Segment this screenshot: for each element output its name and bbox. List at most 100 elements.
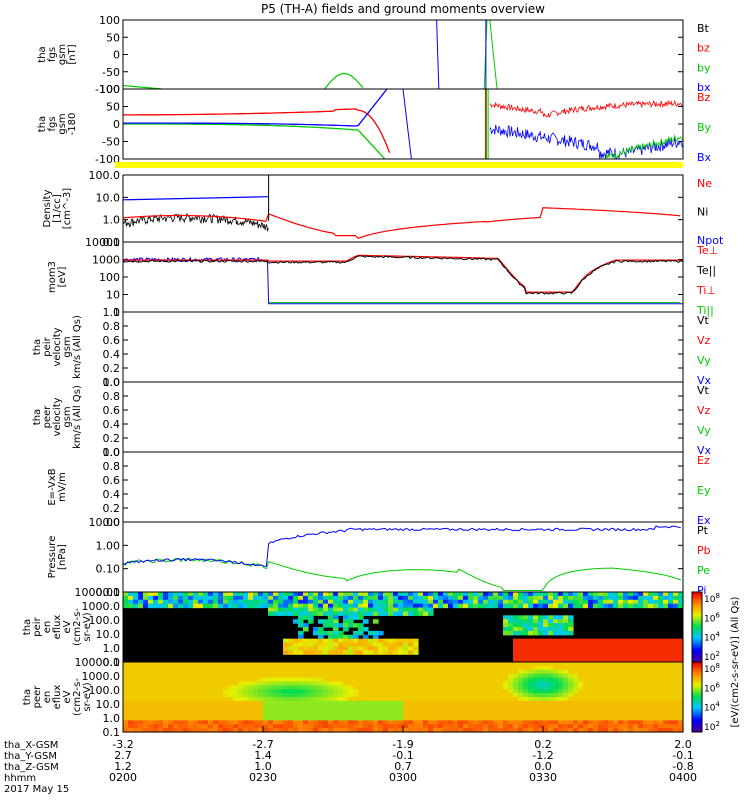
spectrogram-cell xyxy=(493,704,499,710)
spectrogram-cell xyxy=(188,728,194,733)
spectrogram-cell xyxy=(343,724,349,729)
spectrogram-cell xyxy=(498,592,504,597)
spectrogram-cell xyxy=(173,700,179,706)
ephem-value: 0230 xyxy=(249,771,277,784)
spectrogram-cell xyxy=(468,689,474,694)
spectrogram-cell xyxy=(423,592,429,597)
spectrogram-cell xyxy=(358,681,364,686)
spectrogram-cell xyxy=(638,658,644,663)
spectrogram-cell xyxy=(383,662,389,667)
spectrogram-cell xyxy=(283,603,289,609)
spectrogram-cell xyxy=(553,685,559,690)
spectrogram-cell xyxy=(588,681,594,686)
spectrogram-cell xyxy=(203,724,209,729)
spectrogram-cell xyxy=(303,693,309,698)
spectrogram-cell xyxy=(628,669,634,675)
spectrogram-cell xyxy=(263,685,269,690)
spectrogram-cell xyxy=(643,650,649,655)
spectrogram-cell xyxy=(208,669,214,675)
ytick-label: 1000.0 xyxy=(82,670,121,683)
spectrogram-cell xyxy=(608,728,614,733)
spectrogram-cell xyxy=(358,607,364,613)
spectrogram-cell xyxy=(588,689,594,694)
spectrogram-cell xyxy=(403,677,409,683)
spectrogram-cell xyxy=(443,669,449,675)
spectrogram-cell xyxy=(313,638,319,644)
spectrogram-cell xyxy=(578,658,584,663)
spectrogram-cell xyxy=(128,720,134,725)
spectrogram-cell xyxy=(318,634,324,640)
spectrogram-cell xyxy=(318,689,324,694)
spectrogram-cell xyxy=(293,693,299,698)
spectrogram-cell xyxy=(123,673,129,679)
spectrogram-cell xyxy=(318,720,324,725)
spectrogram-cell xyxy=(613,665,619,671)
spectrogram-cell xyxy=(373,728,379,733)
spectrogram-cell xyxy=(148,724,154,729)
spectrogram-cell xyxy=(628,712,634,718)
spectrogram-cell xyxy=(443,677,449,683)
spectrogram-cell xyxy=(563,673,569,679)
spectrogram-cell xyxy=(153,712,159,718)
spectrogram-cell xyxy=(458,673,464,679)
spectrogram-cell xyxy=(528,665,534,671)
spectrogram-cell xyxy=(348,724,354,729)
spectrogram-cell xyxy=(618,728,624,733)
spectrogram-cell xyxy=(338,650,344,655)
ephem-value: -0.1 xyxy=(392,749,413,762)
spectrogram-cell xyxy=(503,592,509,597)
spectrogram-cell xyxy=(378,673,384,679)
spectrogram-cell xyxy=(533,697,539,702)
spectrogram-cell xyxy=(488,700,494,706)
spectrogram-cell xyxy=(608,599,614,605)
spectrogram-cell xyxy=(548,603,554,609)
spectrogram-cell xyxy=(128,673,134,679)
ytick-label: 0.2 xyxy=(103,432,121,445)
spectrogram-cell xyxy=(583,689,589,694)
spectrogram-cell xyxy=(123,716,129,721)
spectrogram-cell xyxy=(178,603,184,609)
spectrogram-cell xyxy=(163,681,169,686)
spectrogram-cell xyxy=(518,716,524,721)
spectrogram-cell xyxy=(193,662,199,667)
spectrogram-cell xyxy=(313,665,319,671)
spectrogram-cell xyxy=(423,728,429,733)
spectrogram-cell xyxy=(188,720,194,725)
colorbar-cell xyxy=(692,707,702,710)
spectrogram-cell xyxy=(128,712,134,718)
spectrogram-cell xyxy=(653,658,659,663)
spectrogram-cell xyxy=(608,669,614,675)
spectrogram-cell xyxy=(333,693,339,698)
spectrogram-cell xyxy=(593,599,599,605)
spectrogram-cell xyxy=(513,654,519,659)
spectrogram-cell xyxy=(288,638,294,644)
spectrogram-cell xyxy=(398,704,404,710)
spectrogram-cell xyxy=(348,611,354,616)
spectrogram-cell xyxy=(418,704,424,710)
spectrogram-cell xyxy=(323,685,329,690)
spectrogram-cell xyxy=(658,638,664,644)
spectrogram-cell xyxy=(398,720,404,725)
spectrogram-cell xyxy=(478,669,484,675)
spectrogram-cell xyxy=(613,697,619,702)
spectrogram-cell xyxy=(238,592,244,597)
legend-Vx: Vx xyxy=(697,374,712,387)
spectrogram-cell xyxy=(518,623,524,628)
spectrogram-cell xyxy=(488,704,494,710)
spectrogram-cell xyxy=(648,693,654,698)
spectrogram-cell xyxy=(318,595,324,601)
spectrogram-cell xyxy=(368,630,374,636)
spectrogram-cell xyxy=(448,669,454,675)
spectrogram-cell xyxy=(163,665,169,671)
spectrogram-cell xyxy=(373,677,379,683)
ephem-label: tha_Y-GSM xyxy=(4,751,57,762)
spectrogram-cell xyxy=(318,662,324,667)
spectrogram-cell xyxy=(568,650,574,655)
spectrogram-cell xyxy=(208,603,214,609)
spectrogram-cell xyxy=(518,700,524,706)
spectrogram-cell xyxy=(513,603,519,609)
spectrogram-cell xyxy=(548,720,554,725)
spectrogram-cell xyxy=(323,728,329,733)
spectrogram-cell xyxy=(203,720,209,725)
spectrogram-cell xyxy=(333,650,339,655)
